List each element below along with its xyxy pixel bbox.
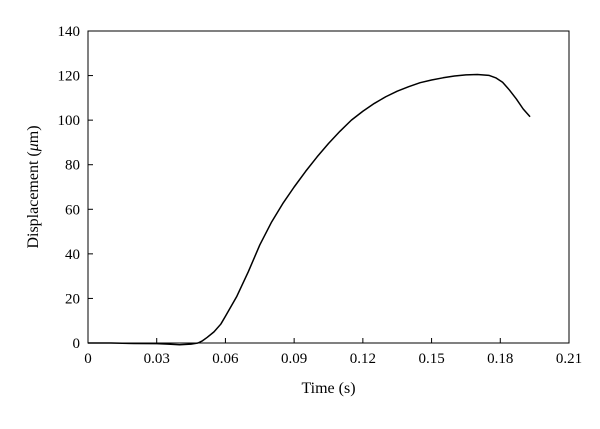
- plot-area-frame: [87, 30, 570, 344]
- x-tick-label: 0.15: [418, 351, 444, 367]
- x-tick-label: 0.18: [487, 351, 513, 367]
- x-tick-label: 0.06: [212, 351, 239, 367]
- y-tick-label: 60: [65, 202, 80, 218]
- x-axis-title: Time (s): [301, 380, 355, 397]
- y-tick-label: 100: [58, 113, 81, 129]
- y-axis-title-suffix: m): [25, 125, 42, 143]
- y-tick-label: 0: [73, 336, 81, 352]
- displacement-series-line: [88, 73, 531, 346]
- x-tick-label: 0.12: [350, 351, 376, 367]
- x-tick-label: 0.03: [144, 351, 170, 367]
- y-tick-label: 40: [65, 247, 80, 263]
- x-tick-label: 0: [84, 351, 92, 367]
- y-axis-title-unit: μ: [25, 143, 42, 152]
- y-axis-title-prefix: Displacement (: [25, 151, 42, 248]
- y-tick-label: 20: [65, 291, 80, 307]
- y-axis-ticks: 0 20 40 60 80 100 120 140: [58, 24, 93, 352]
- y-axis-title: Displacement (μm): [25, 125, 42, 248]
- x-axis-ticks: 0 0.03 0.06 0.09 0.12 0.15 0.18 0.21: [84, 338, 582, 367]
- y-tick-label: 120: [58, 69, 81, 85]
- y-tick-label: 80: [65, 158, 80, 174]
- x-tick-label: 0.21: [556, 351, 582, 367]
- y-tick-label: 140: [58, 24, 81, 40]
- x-tick-label: 0.09: [281, 351, 307, 367]
